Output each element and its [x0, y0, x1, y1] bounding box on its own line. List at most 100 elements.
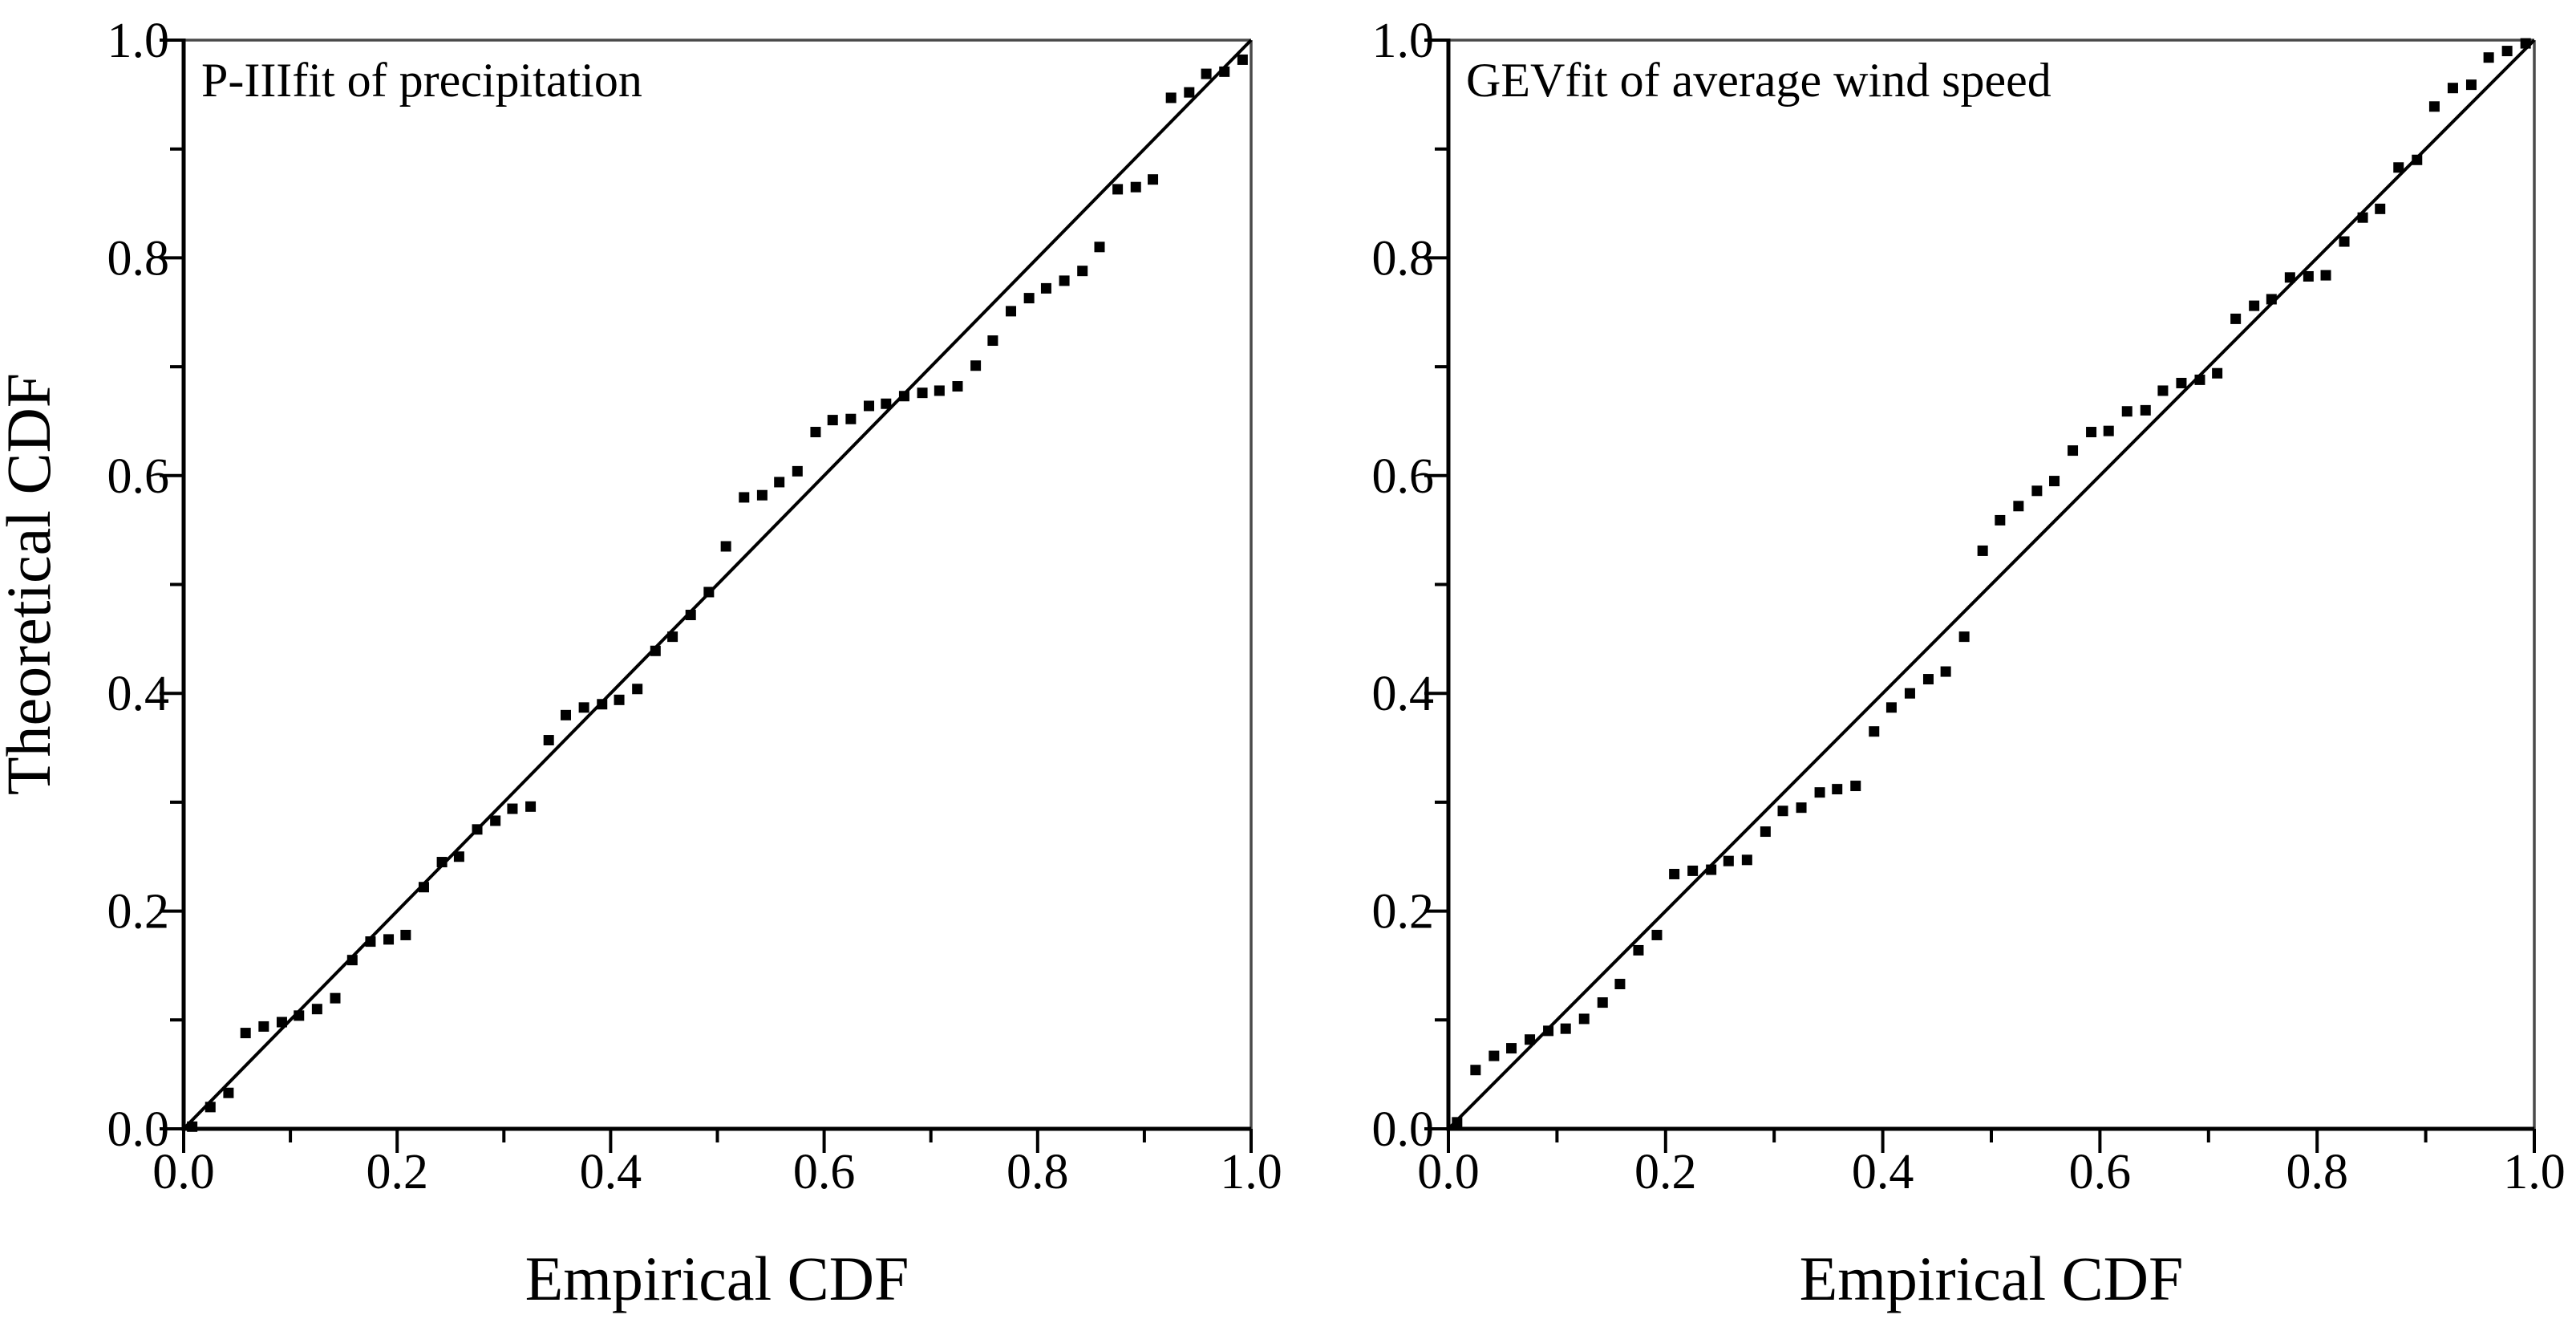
x-tick-label: 0.4	[1852, 1145, 1914, 1199]
plot-wind-title: GEVfit of average wind speed	[1466, 54, 2051, 107]
scatter-point	[2375, 203, 2386, 214]
scatter-point	[383, 934, 395, 945]
scatter-point	[311, 1004, 322, 1015]
plot-precipitation-title: P-IIIfit of precipitation	[201, 54, 642, 107]
scatter-point	[667, 631, 678, 643]
scatter-point	[1006, 306, 1017, 317]
y-tick-label: 0.4	[1372, 667, 1435, 721]
scatter-point	[1560, 1023, 1571, 1034]
scatter-point	[792, 465, 803, 477]
y-tick-label: 0.6	[107, 449, 170, 504]
scatter-point	[205, 1102, 216, 1113]
scatter-point	[2412, 154, 2423, 165]
scatter-point	[187, 1121, 198, 1132]
scatter-point	[1614, 979, 1626, 990]
scatter-point	[2357, 212, 2368, 223]
scatter-point	[2013, 501, 2024, 512]
scatter-point	[2393, 162, 2404, 173]
scatter-point	[2266, 294, 2277, 305]
scatter-point	[2212, 367, 2223, 379]
scatter-point	[2483, 52, 2494, 63]
scatter-point	[2157, 385, 2169, 396]
x-tick-label: 1.0	[2503, 1145, 2566, 1199]
x-tick-label: 0.6	[793, 1145, 856, 1199]
scatter-point	[2049, 476, 2060, 487]
scatter-point	[578, 702, 589, 713]
scatter-point	[2320, 270, 2331, 281]
x-tick-label: 0.0	[152, 1145, 215, 1199]
identity-line	[1447, 39, 2536, 1130]
y-tick-label: 1.0	[1372, 14, 1435, 68]
scatter-point	[436, 857, 448, 868]
scatter-point	[2447, 83, 2458, 94]
y-tick-label: 0.2	[107, 885, 170, 939]
scatter-point	[240, 1028, 251, 1039]
y-tick-label: 0.6	[1372, 449, 1435, 504]
scatter-point	[1130, 181, 1141, 193]
scatter-point	[1237, 54, 1248, 65]
plot-precipitation: 0.00.0 0.2 0.2 0.4 0.4 0.6 0.6 0.8 0.8 1.0 1.0	[107, 14, 1282, 1199]
scatter-point	[898, 391, 909, 402]
scatter-point	[2339, 236, 2350, 247]
scatter-point	[2465, 79, 2477, 91]
scatter-point	[1059, 275, 1070, 286]
y-tick-label: 0.0	[107, 1102, 170, 1157]
plot-precipitation-xaxis-title: Empirical CDF	[525, 1244, 909, 1313]
scatter-point	[2303, 270, 2314, 282]
scatter-point	[1796, 802, 1807, 814]
scatter-point	[632, 684, 643, 695]
y-tick-label: 0.8	[107, 231, 170, 286]
scatter-point	[1995, 514, 2006, 526]
scatter-point	[987, 335, 998, 347]
scatter-point	[1506, 1043, 1517, 1054]
scatter-point	[525, 801, 537, 812]
y-tick-label: 0.8	[1372, 231, 1435, 286]
x-tick-label: 0.2	[366, 1145, 428, 1199]
x-tick-label: 0.4	[580, 1145, 642, 1199]
x-tick-label: 0.2	[1634, 1145, 1697, 1199]
scatter-point	[2121, 406, 2132, 417]
scatter-point	[472, 824, 483, 835]
scatter-point	[2103, 425, 2114, 436]
plot-wind-xaxis-title: Empirical CDF	[1800, 1244, 2184, 1313]
scatter-point	[543, 735, 554, 746]
scatter-point	[1148, 174, 1159, 185]
x-tick-label: 0.8	[1007, 1145, 1069, 1199]
scatter-point	[2086, 427, 2097, 438]
scatter-point	[1814, 787, 1825, 798]
plot-wind-speed: 0.00.0 0.2 0.2 0.4 0.4 0.6 0.6 0.8 0.8 1.0 1.0	[1372, 14, 2566, 1199]
x-tick-label: 1.0	[1220, 1145, 1282, 1199]
scatter-point	[365, 936, 376, 948]
scatter-point	[1184, 87, 1195, 98]
y-tick-label: 0.4	[107, 667, 170, 721]
scatter-point	[1201, 68, 1212, 79]
scatter-point	[1885, 702, 1897, 713]
scatter-point	[1543, 1025, 1554, 1037]
scatter-point	[970, 360, 982, 371]
y-tick-label: 1.0	[107, 14, 170, 68]
scatter-point	[864, 400, 875, 412]
scatter-point	[1669, 868, 1680, 879]
scatter-point	[294, 1010, 305, 1021]
scatter-point	[1597, 997, 1608, 1008]
scatter-point	[1832, 784, 1843, 795]
scatter-point	[2501, 46, 2513, 57]
scatter-point	[1760, 826, 1771, 838]
y-tick-label: 0.2	[1372, 885, 1435, 939]
scatter-point	[276, 1017, 287, 1028]
scatter-point	[2194, 374, 2205, 385]
scatter-point	[2140, 404, 2151, 416]
scatter-point	[2031, 485, 2043, 497]
scatter-point	[2230, 313, 2242, 324]
scatter-point	[1633, 944, 1644, 956]
scatter-point	[810, 427, 821, 438]
scatter-point	[1904, 688, 1915, 699]
scatter-point	[1470, 1065, 1481, 1076]
scatter-point	[2176, 377, 2187, 388]
x-tick-label: 0.0	[1417, 1145, 1480, 1199]
x-tick-label: 0.8	[2286, 1145, 2348, 1199]
scatter-point	[1741, 854, 1752, 866]
scatter-point	[346, 955, 358, 966]
scatter-point	[1958, 631, 1970, 643]
scatter-point	[845, 413, 857, 424]
